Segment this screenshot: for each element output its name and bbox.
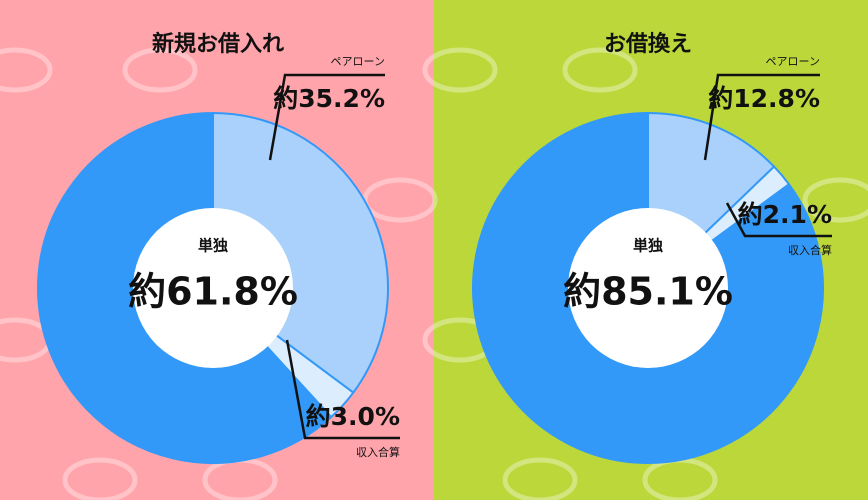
donut-hole	[568, 208, 728, 368]
leader-line	[285, 339, 400, 440]
center-value-label: 約61.8%	[128, 270, 298, 314]
segment-name: 収入合算	[788, 243, 832, 257]
chart-title: お借換え	[604, 31, 692, 57]
donut-hole	[133, 208, 293, 368]
segment-value-label: 約3.0%	[306, 402, 400, 431]
leader-line	[725, 202, 832, 238]
chart-title: 新規お借入れ	[152, 31, 284, 57]
segment-value-label: 約12.8%	[708, 84, 820, 113]
segment-value-label: 約35.2%	[273, 84, 385, 113]
leader-line	[703, 73, 820, 161]
segment-name: ペアローン	[331, 55, 385, 68]
segment-value-label: 約2.1%	[738, 200, 832, 229]
leader-line	[268, 73, 385, 161]
center-value-label: 約85.1%	[563, 270, 733, 314]
segment-name: ペアローン	[766, 55, 820, 68]
center-category: 単独	[198, 237, 228, 255]
donut-segment	[212, 111, 389, 395]
center-category: 単独	[633, 237, 663, 255]
segment-name: 収入合算	[356, 445, 400, 459]
